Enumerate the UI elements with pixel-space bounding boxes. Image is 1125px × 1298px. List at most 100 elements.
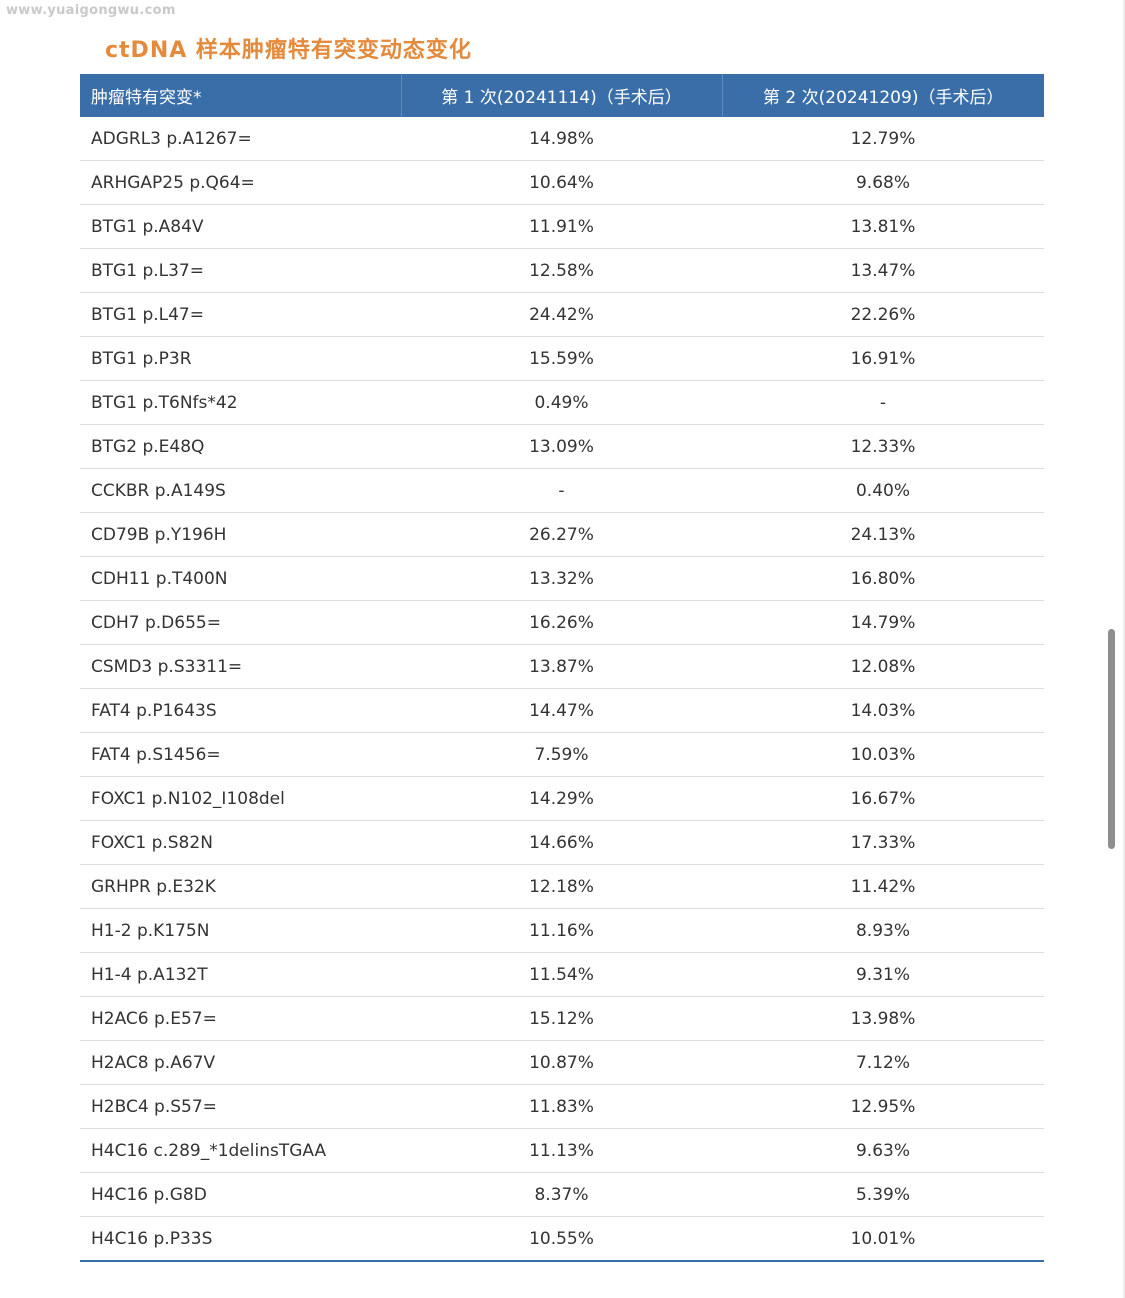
cell-second-test: 16.80% bbox=[722, 556, 1044, 601]
cell-second-test: 14.03% bbox=[722, 688, 1044, 733]
table-row: H2AC6 p.E57= 15.12% 13.98% bbox=[80, 996, 1044, 1041]
cell-second-test: 13.98% bbox=[722, 996, 1044, 1041]
table-row: CCKBR p.A149S -0.40% bbox=[80, 468, 1044, 513]
table-row: H2AC8 p.A67V 10.87% 7.12% bbox=[80, 1040, 1044, 1085]
table-row: H4C16 p.P33S 10.55% 10.01% bbox=[80, 1216, 1044, 1262]
cell-first-test: 10.87% bbox=[401, 1040, 722, 1085]
cell-second-test: 9.63% bbox=[722, 1128, 1044, 1173]
header-row: 肿瘤特有突变* 第 1 次(20241114)（手术后） 第 2 次(20241… bbox=[80, 74, 1044, 117]
table-row: FAT4 p.P1643S 14.47% 14.03% bbox=[80, 688, 1044, 733]
cell-mutation: CCKBR p.A149S bbox=[80, 468, 401, 513]
cell-first-test: 11.83% bbox=[401, 1084, 722, 1129]
cell-first-test: - bbox=[401, 468, 722, 513]
cell-first-test: 13.09% bbox=[401, 424, 722, 469]
cell-first-test: 14.98% bbox=[401, 117, 722, 161]
cell-second-test: 17.33% bbox=[722, 820, 1044, 865]
cell-second-test: 10.01% bbox=[722, 1216, 1044, 1262]
cell-mutation: H4C16 p.G8D bbox=[80, 1172, 401, 1217]
table-row: CDH11 p.T400N 13.32% 16.80% bbox=[80, 556, 1044, 601]
table-row: ARHGAP25 p.Q64= 10.64% 9.68% bbox=[80, 160, 1044, 205]
table-row: BTG2 p.E48Q 13.09% 12.33% bbox=[80, 424, 1044, 469]
cell-first-test: 12.18% bbox=[401, 864, 722, 909]
table-row: BTG1 p.P3R 15.59% 16.91% bbox=[80, 336, 1044, 381]
cell-mutation: ADGRL3 p.A1267= bbox=[80, 117, 401, 161]
cell-second-test: 14.79% bbox=[722, 600, 1044, 645]
table-header: 肿瘤特有突变* 第 1 次(20241114)（手术后） 第 2 次(20241… bbox=[80, 74, 1044, 117]
cell-first-test: 15.12% bbox=[401, 996, 722, 1041]
cell-second-test: 13.81% bbox=[722, 204, 1044, 249]
table-row: H1-4 p.A132T 11.54% 9.31% bbox=[80, 952, 1044, 997]
section-title: ctDNA 样本肿瘤特有突变动态变化 bbox=[105, 38, 472, 63]
cell-mutation: ARHGAP25 p.Q64= bbox=[80, 160, 401, 205]
cell-second-test: 9.31% bbox=[722, 952, 1044, 997]
cell-first-test: 13.32% bbox=[401, 556, 722, 601]
cell-mutation: FOXC1 p.N102_I108del bbox=[80, 776, 401, 821]
cell-mutation: CSMD3 p.S3311= bbox=[80, 644, 401, 689]
cell-mutation: BTG2 p.E48Q bbox=[80, 424, 401, 469]
table-row: H1-2 p.K175N 11.16% 8.93% bbox=[80, 908, 1044, 953]
cell-second-test: 12.95% bbox=[722, 1084, 1044, 1129]
cell-mutation: CD79B p.Y196H bbox=[80, 512, 401, 557]
cell-first-test: 14.29% bbox=[401, 776, 722, 821]
cell-second-test: 11.42% bbox=[722, 864, 1044, 909]
cell-first-test: 8.37% bbox=[401, 1172, 722, 1217]
cell-second-test: 22.26% bbox=[722, 292, 1044, 337]
cell-first-test: 24.42% bbox=[401, 292, 722, 337]
cell-second-test: 12.08% bbox=[722, 644, 1044, 689]
table-row: H4C16 p.G8D 8.37% 5.39% bbox=[80, 1172, 1044, 1217]
cell-first-test: 10.64% bbox=[401, 160, 722, 205]
cell-second-test: 8.93% bbox=[722, 908, 1044, 953]
cell-first-test: 15.59% bbox=[401, 336, 722, 381]
cell-first-test: 14.66% bbox=[401, 820, 722, 865]
table-row: FAT4 p.S1456= 7.59% 10.03% bbox=[80, 732, 1044, 777]
cell-second-test: 24.13% bbox=[722, 512, 1044, 557]
watermark: www.yuaigongwu.com bbox=[6, 3, 176, 18]
cell-mutation: BTG1 p.A84V bbox=[80, 204, 401, 249]
cell-first-test: 12.58% bbox=[401, 248, 722, 293]
cell-mutation: GRHPR p.E32K bbox=[80, 864, 401, 909]
cell-first-test: 26.27% bbox=[401, 512, 722, 557]
cell-second-test: 10.03% bbox=[722, 732, 1044, 777]
cell-first-test: 16.26% bbox=[401, 600, 722, 645]
table-row: BTG1 p.A84V 11.91% 13.81% bbox=[80, 204, 1044, 249]
cell-second-test: 13.47% bbox=[722, 248, 1044, 293]
cell-mutation: FAT4 p.P1643S bbox=[80, 688, 401, 733]
cell-mutation: CDH7 p.D655= bbox=[80, 600, 401, 645]
cell-second-test: 16.67% bbox=[722, 776, 1044, 821]
cell-mutation: BTG1 p.L37= bbox=[80, 248, 401, 293]
cell-first-test: 11.13% bbox=[401, 1128, 722, 1173]
table-row: BTG1 p.L47= 24.42% 22.26% bbox=[80, 292, 1044, 337]
cell-mutation: H2AC6 p.E57= bbox=[80, 996, 401, 1041]
cell-mutation: H1-2 p.K175N bbox=[80, 908, 401, 953]
cell-mutation: H4C16 c.289_*1delinsTGAA bbox=[80, 1128, 401, 1173]
cell-first-test: 11.91% bbox=[401, 204, 722, 249]
table-row: FOXC1 p.S82N 14.66% 17.33% bbox=[80, 820, 1044, 865]
table-row: FOXC1 p.N102_I108del 14.29% 16.67% bbox=[80, 776, 1044, 821]
mutation-table: 肿瘤特有突变* 第 1 次(20241114)（手术后） 第 2 次(20241… bbox=[80, 74, 1044, 1262]
cell-first-test: 0.49% bbox=[401, 380, 722, 425]
scrollbar-thumb[interactable] bbox=[1108, 629, 1115, 849]
cell-first-test: 10.55% bbox=[401, 1216, 722, 1262]
cell-first-test: 13.87% bbox=[401, 644, 722, 689]
table-row: H2BC4 p.S57= 11.83% 12.95% bbox=[80, 1084, 1044, 1129]
cell-mutation: FAT4 p.S1456= bbox=[80, 732, 401, 777]
table-row: H4C16 c.289_*1delinsTGAA 11.13% 9.63% bbox=[80, 1128, 1044, 1173]
header-mutation: 肿瘤特有突变* bbox=[80, 74, 402, 117]
header-second-test: 第 2 次(20241209)（手术后） bbox=[722, 74, 1044, 117]
cell-first-test: 11.16% bbox=[401, 908, 722, 953]
cell-second-test: 9.68% bbox=[722, 160, 1044, 205]
cell-second-test: - bbox=[722, 380, 1044, 425]
cell-mutation: BTG1 p.P3R bbox=[80, 336, 401, 381]
cell-mutation: BTG1 p.T6Nfs*42 bbox=[80, 380, 401, 425]
cell-mutation: H2AC8 p.A67V bbox=[80, 1040, 401, 1085]
cell-mutation: H4C16 p.P33S bbox=[80, 1216, 401, 1262]
cell-mutation: H2BC4 p.S57= bbox=[80, 1084, 401, 1129]
table-body: ADGRL3 p.A1267= 14.98% 12.79% ARHGAP25 p.Q6… bbox=[80, 117, 1044, 1262]
cell-second-test: 5.39% bbox=[722, 1172, 1044, 1217]
cell-second-test: 12.33% bbox=[722, 424, 1044, 469]
table-row: ADGRL3 p.A1267= 14.98% 12.79% bbox=[80, 117, 1044, 161]
table-row: GRHPR p.E32K 12.18% 11.42% bbox=[80, 864, 1044, 909]
cell-second-test: 0.40% bbox=[722, 468, 1044, 513]
cell-mutation: H1-4 p.A132T bbox=[80, 952, 401, 997]
